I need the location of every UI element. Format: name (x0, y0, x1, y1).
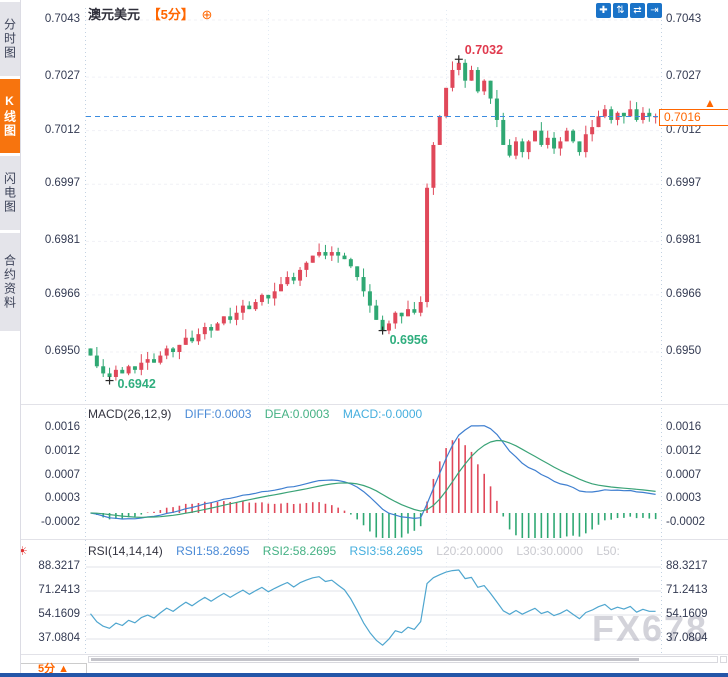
macd-title: MACD(26,12,9) (88, 407, 172, 421)
low-price-label: 0.6942 (117, 376, 156, 391)
y-axis-label: 0.6950 (44, 345, 80, 357)
y-axis-label: 71.2413 (666, 584, 708, 596)
add-indicator-icon[interactable]: ⊕ (201, 7, 213, 22)
y-axis-label: 0.6981 (44, 234, 80, 247)
period-label: 5分 (37, 663, 56, 675)
zoom-horizontal-icon[interactable]: ⇄ (630, 3, 645, 18)
scrollbar-end-cap[interactable] (720, 656, 727, 663)
panel-divider (20, 404, 728, 405)
y-axis-label: 0.7043 (44, 13, 80, 25)
y-axis-label: 0.6997 (666, 177, 702, 190)
y-axis-label: 0.0003 (666, 492, 702, 505)
sidebar-tab-contract-info[interactable]: 合约资料 (0, 233, 20, 331)
chart-toolbar: ✚ ⇅ ⇄ ⇥ (596, 3, 662, 18)
y-axis-label: 71.2413 (38, 584, 80, 596)
y-axis-label: 88.3217 (38, 560, 80, 572)
macd-dea-readout: DEA:0.0003 (264, 407, 330, 421)
y-axis-label: 0.6950 (666, 345, 702, 357)
rsi2-readout: RSI2:58.2695 (262, 544, 337, 558)
period-tag[interactable]: 【5分】 (147, 7, 194, 22)
y-axis-label: 0.6981 (666, 234, 702, 247)
sidebar-tab-label: 闪电图 (2, 172, 17, 214)
y-axis-label: 0.7027 (666, 70, 702, 83)
y-axis-label: 0.0012 (666, 444, 702, 457)
rsi1-readout: RSI1:58.2695 (176, 544, 250, 558)
local-low-price-label: 0.6956 (389, 332, 428, 347)
rsi-header: RSI(14,14,14) RSI1:58.2695 RSI2:58.2695 … (88, 544, 630, 558)
rsi-title: RSI(14,14,14) (88, 544, 163, 558)
y-axis-label: 0.0003 (44, 492, 80, 505)
y-axis-label: 0.0007 (44, 468, 80, 481)
current-price-box: 0.7016 (659, 109, 728, 126)
y-axis-label: 0.6966 (44, 287, 80, 300)
rsi-l20-readout: L20:20.0000 (436, 544, 503, 558)
shift-right-icon[interactable]: ⇥ (647, 3, 662, 18)
price-up-arrow-icon: ▲ (704, 96, 716, 110)
y-axis-label: 88.3217 (666, 560, 708, 572)
y-axis-label: 37.0804 (38, 632, 80, 644)
high-price-label: 0.7032 (464, 43, 504, 58)
period-arrow-icon: ▲ (58, 663, 70, 675)
y-axis-label: 0.6997 (44, 177, 80, 190)
watermark: FX678 (592, 608, 709, 649)
rsi-l50-readout: L50: (596, 544, 620, 558)
sidebar: 分时图 K线图 闪电图 合约资料 (0, 0, 21, 677)
y-axis-label: 54.1609 (38, 608, 80, 620)
sidebar-tab-flash-chart[interactable]: 闪电图 (0, 156, 20, 230)
y-axis-label: 0.7027 (44, 70, 80, 83)
sidebar-tab-label: 合约资料 (2, 254, 17, 310)
y-axis-label: 0.0012 (44, 444, 80, 457)
indicator-line (90, 439, 656, 518)
y-axis-label: 0.0016 (666, 421, 702, 433)
panel-divider (20, 654, 728, 655)
bottom-status-bar (0, 673, 728, 677)
sidebar-tab-label: 分时图 (2, 18, 17, 60)
macd-hist-readout: MACD:-0.0000 (342, 407, 423, 421)
indicator-line (90, 569, 656, 646)
y-axis-label: 0.6966 (666, 287, 702, 300)
y-axis-label: 0.0016 (44, 421, 80, 433)
indicator-settings-icon[interactable]: ☀ (17, 544, 28, 558)
sidebar-tab-time-chart[interactable]: 分时图 (0, 2, 20, 76)
macd-diff-readout: DIFF:0.0003 (184, 407, 252, 421)
chart-title: 澳元美元 【5分】 ⊕ (88, 4, 212, 23)
sidebar-tab-kline-chart[interactable]: K线图 (0, 79, 20, 153)
symbol-name: 澳元美元 (88, 7, 141, 22)
y-axis-label: 0.7012 (44, 123, 80, 136)
y-axis-label: 0.7043 (666, 13, 702, 25)
y-axis-label: 54.1609 (666, 608, 708, 620)
sidebar-tab-label: K线图 (2, 94, 17, 138)
y-axis-label: 0.0007 (666, 468, 702, 481)
panel-divider (20, 539, 728, 540)
y-axis-label: -0.0002 (40, 516, 80, 528)
chart-scrollbar-thumb[interactable] (91, 658, 639, 661)
macd-header: MACD(26,12,9) DIFF:0.0003 DEA:0.0003 MAC… (88, 407, 432, 421)
indicator-line (90, 425, 656, 520)
y-axis-label: 0.7012 (666, 123, 702, 136)
y-axis-label: 37.0804 (666, 632, 708, 644)
crosshair-move-icon[interactable]: ✚ (596, 3, 611, 18)
chart-scrollbar-track[interactable] (88, 656, 718, 663)
rsi3-readout: RSI3:58.2695 (349, 544, 423, 558)
rsi-l30-readout: L30:30.0000 (516, 544, 584, 558)
zoom-vertical-icon[interactable]: ⇅ (613, 3, 628, 18)
y-axis-label: -0.0002 (666, 516, 706, 528)
